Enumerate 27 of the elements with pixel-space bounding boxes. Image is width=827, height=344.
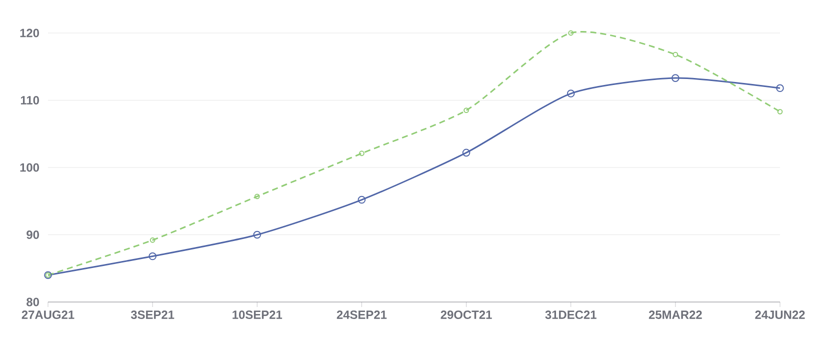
point — [464, 108, 469, 114]
point — [777, 108, 783, 114]
x-tick-label: 31DEC21 — [545, 310, 596, 320]
x-tick-label: 3SEP21 — [130, 310, 174, 320]
x-tick-label: 25MAR22 — [648, 310, 702, 319]
x-tick-label: 27AUG21 — [22, 310, 74, 319]
point — [359, 150, 364, 156]
x-tick-label: 24SEP21 — [336, 310, 387, 319]
point — [672, 74, 680, 82]
y-tick-label: 90 — [26, 230, 39, 239]
point — [672, 52, 678, 58]
x-tick-label: 24JUN22 — [755, 310, 805, 319]
point — [253, 230, 262, 239]
y-tick-label: 100 — [20, 163, 39, 172]
point — [148, 252, 156, 260]
point — [150, 237, 156, 243]
y-tick-label: 80 — [26, 298, 39, 306]
point — [566, 90, 575, 98]
point — [254, 194, 260, 200]
point — [462, 148, 470, 157]
x-tick-label: 29OCT21 — [440, 310, 492, 319]
x-tick-label: 10SEP21 — [232, 310, 282, 319]
point — [776, 84, 784, 92]
point — [568, 30, 574, 36]
y-tick-label: 110 — [20, 96, 39, 104]
y-tick-label: 120 — [20, 28, 39, 38]
point — [358, 196, 366, 204]
